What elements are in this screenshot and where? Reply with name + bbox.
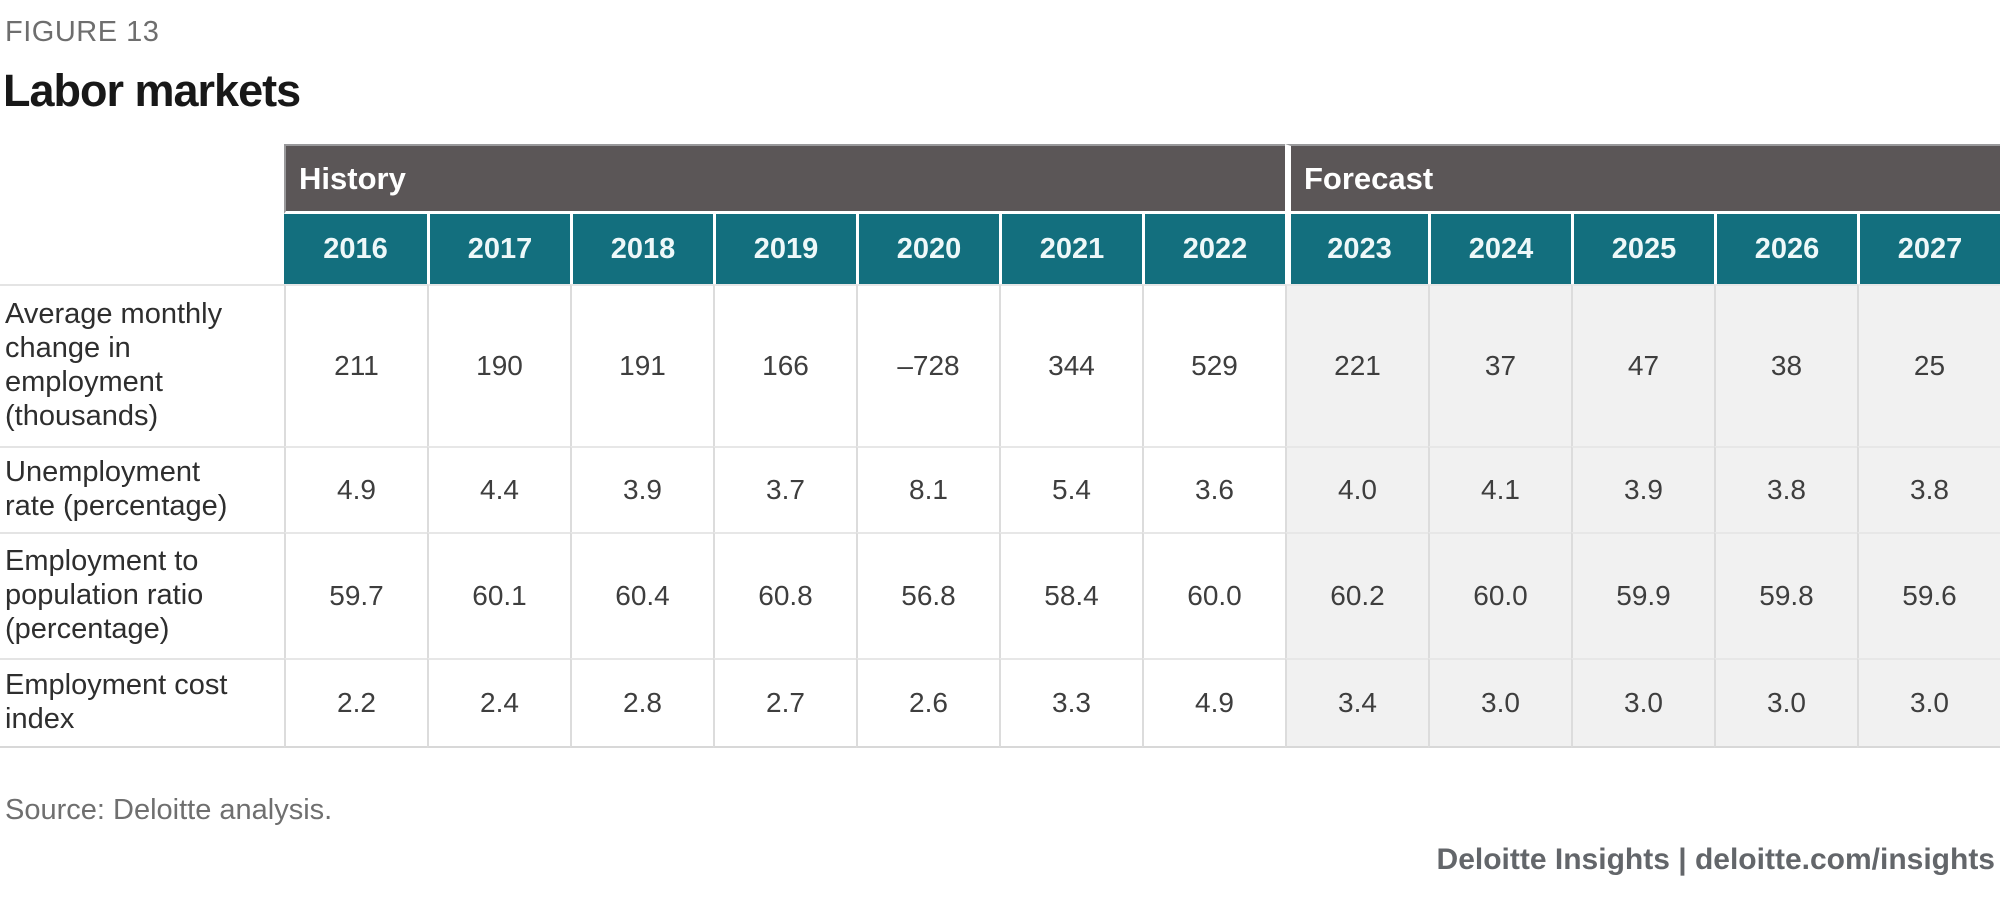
year-header-2024: 2024 (1428, 214, 1571, 284)
labor-markets-table: History Forecast 2016 2017 2018 2019 2020 2021 2… (0, 144, 2000, 748)
row-label: Employment to population ratio (percenta… (0, 532, 284, 658)
table-body: Average monthly change in employment (th… (0, 284, 2000, 748)
value-cell: 59.7 (284, 532, 427, 658)
value-cell: 58.4 (999, 532, 1142, 658)
value-cell: 38 (1714, 284, 1857, 446)
value-cell: 60.8 (713, 532, 856, 658)
value-cell: 166 (713, 284, 856, 446)
table-row: Unemployment rate (percentage) 4.9 4.4 3.9 3… (0, 446, 2000, 532)
table-row: Average monthly change in employment (th… (0, 284, 2000, 446)
value-cell: 3.9 (570, 446, 713, 532)
year-header-2022: 2022 (1142, 214, 1285, 284)
value-cell: 3.0 (1714, 658, 1857, 748)
value-cell: 190 (427, 284, 570, 446)
figure-label: FIGURE 13 (5, 16, 160, 48)
value-cell: 4.9 (284, 446, 427, 532)
value-cell: 47 (1571, 284, 1714, 446)
row-label: Employment cost index (0, 658, 284, 748)
year-header-2025: 2025 (1571, 214, 1714, 284)
value-cell: 529 (1142, 284, 1285, 446)
year-header-2027: 2027 (1857, 214, 2000, 284)
value-cell: 4.1 (1428, 446, 1571, 532)
year-header-2016: 2016 (284, 214, 427, 284)
value-cell: 3.8 (1857, 446, 2000, 532)
year-header-row: 2016 2017 2018 2019 2020 2021 2022 2023 2024 2025… (0, 214, 2000, 284)
value-cell: 3.8 (1714, 446, 1857, 532)
table-head: History Forecast 2016 2017 2018 2019 2020 2021 2… (0, 144, 2000, 284)
year-header-2026: 2026 (1714, 214, 1857, 284)
value-cell: 8.1 (856, 446, 999, 532)
year-header-2023: 2023 (1285, 214, 1428, 284)
value-cell: 191 (570, 284, 713, 446)
value-cell: 211 (284, 284, 427, 446)
value-cell: 59.9 (1571, 532, 1714, 658)
row-label: Unemployment rate (percentage) (0, 446, 284, 532)
year-header-2020: 2020 (856, 214, 999, 284)
value-cell: 3.6 (1142, 446, 1285, 532)
value-cell: 3.7 (713, 446, 856, 532)
group-header-history: History (284, 144, 1285, 214)
value-cell: 3.4 (1285, 658, 1428, 748)
value-cell: 3.0 (1428, 658, 1571, 748)
year-header-2019: 2019 (713, 214, 856, 284)
corner-cell (0, 144, 284, 214)
value-cell: –728 (856, 284, 999, 446)
deloitte-insights-footer: Deloitte Insights | deloitte.com/insight… (1436, 843, 1995, 876)
value-cell: 60.0 (1142, 532, 1285, 658)
value-cell: 59.8 (1714, 532, 1857, 658)
value-cell: 3.0 (1571, 658, 1714, 748)
row-label: Average monthly change in employment (th… (0, 284, 284, 446)
value-cell: 2.4 (427, 658, 570, 748)
value-cell: 60.4 (570, 532, 713, 658)
group-header-row: History Forecast (0, 144, 2000, 214)
value-cell: 221 (1285, 284, 1428, 446)
year-header-2021: 2021 (999, 214, 1142, 284)
value-cell: 2.6 (856, 658, 999, 748)
value-cell: 2.7 (713, 658, 856, 748)
value-cell: 4.9 (1142, 658, 1285, 748)
year-header-2018: 2018 (570, 214, 713, 284)
value-cell: 3.3 (999, 658, 1142, 748)
value-cell: 56.8 (856, 532, 999, 658)
value-cell: 4.4 (427, 446, 570, 532)
value-cell: 344 (999, 284, 1142, 446)
value-cell: 60.0 (1428, 532, 1571, 658)
group-header-forecast: Forecast (1285, 144, 2000, 214)
figure-page: FIGURE 13 Labor markets History Forecast 2… (0, 16, 2000, 876)
value-cell: 3.9 (1571, 446, 1714, 532)
value-cell: 60.1 (427, 532, 570, 658)
page-title: Labor markets (3, 65, 301, 116)
source-note: Source: Deloitte analysis. (5, 794, 333, 826)
value-cell: 4.0 (1285, 446, 1428, 532)
corner-cell (0, 214, 284, 284)
year-header-2017: 2017 (427, 214, 570, 284)
value-cell: 2.2 (284, 658, 427, 748)
table-row: Employment to population ratio (percenta… (0, 532, 2000, 658)
value-cell: 59.6 (1857, 532, 2000, 658)
value-cell: 37 (1428, 284, 1571, 446)
table-row: Employment cost index 2.2 2.4 2.8 2.7 2.6 3.3 4… (0, 658, 2000, 748)
value-cell: 3.0 (1857, 658, 2000, 748)
value-cell: 5.4 (999, 446, 1142, 532)
value-cell: 2.8 (570, 658, 713, 748)
value-cell: 25 (1857, 284, 2000, 446)
value-cell: 60.2 (1285, 532, 1428, 658)
